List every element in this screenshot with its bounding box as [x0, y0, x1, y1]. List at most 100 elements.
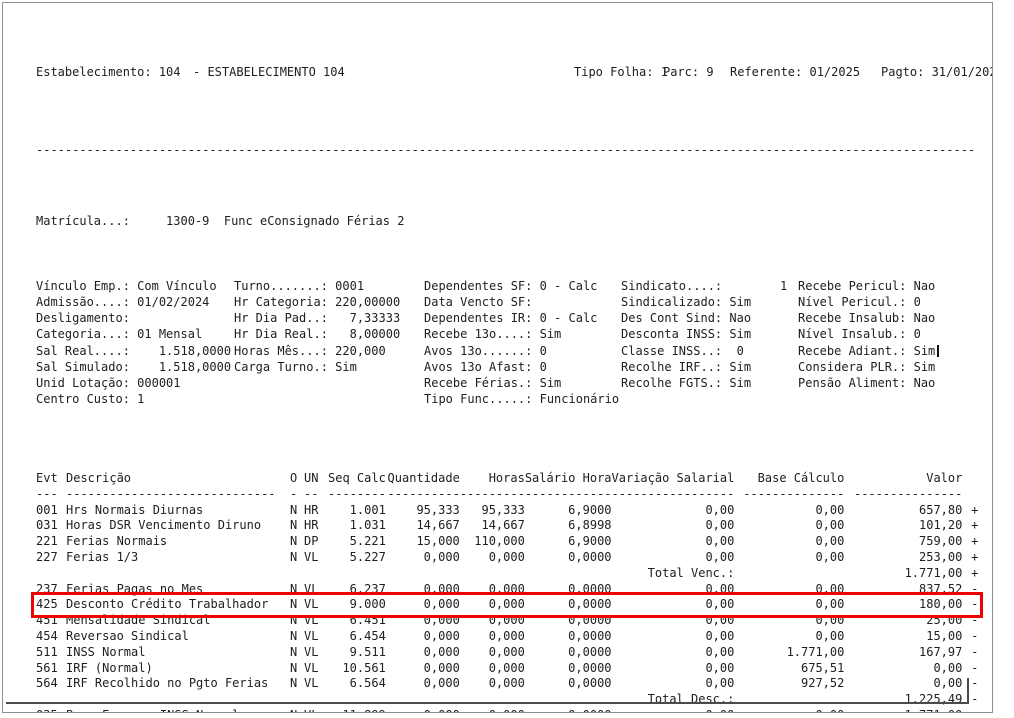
- cell-evt: 001: [36, 502, 58, 517]
- cell-var_sal: 0,00: [705, 502, 735, 517]
- header-horas: Horas: [488, 471, 525, 486]
- dash-o: -: [290, 486, 298, 501]
- header-valor: Valor: [926, 471, 963, 486]
- dash-variacao-salarial: -----------------: [611, 486, 735, 501]
- event-row: 511 INSS Normal N VL 9.511 0,000 0,000 0,0000 0,…: [36, 645, 978, 661]
- cell-desc: INSS Normal: [66, 644, 146, 659]
- cell-desc: Ferias Normais: [66, 534, 168, 549]
- cell-seq: 1.001: [349, 502, 386, 517]
- cell-qtd: 0,000: [423, 550, 460, 565]
- cell-un: HR: [304, 502, 319, 517]
- event-row: 237 Ferias Pagas no Mes N VL 6.237 0,000 0,000…: [36, 582, 978, 598]
- cell-o: N: [290, 644, 298, 659]
- cell-valor: 759,00: [919, 534, 963, 549]
- events-table-body: 001 Hrs Normais Diurnas N HR 1.001 95,333 95,3…: [30, 502, 984, 712]
- cell-seq: 6.237: [349, 581, 386, 596]
- cell-horas: 0,000: [460, 708, 525, 712]
- cell-qtd: 0,000: [423, 597, 460, 612]
- employee-field: Turno.......: 0001: [234, 278, 365, 293]
- cell-base: 675,51: [801, 660, 845, 675]
- cell-sal_hora: 0,0000: [525, 708, 611, 712]
- cell-horas: 110,000: [474, 534, 525, 549]
- cell-horas: 0,000: [488, 629, 525, 644]
- cell-seq: 5.227: [349, 550, 386, 565]
- header-quantidade: Quantidade: [387, 471, 460, 486]
- cell-var_sal: 0,00: [705, 644, 735, 659]
- cell-var_sal: 0,00: [705, 613, 735, 628]
- cell-sign: -: [971, 613, 979, 628]
- cell-var_sal: 0,00: [705, 550, 735, 565]
- dash-base-calculo: --------------: [743, 486, 845, 501]
- cell-sign: +: [971, 534, 979, 549]
- estabelecimento-name: - ESTABELECIMENTO 104: [193, 64, 345, 79]
- cell-desc: IRF Recolhido no Pgto Ferias: [66, 676, 269, 691]
- cell-evt: 561: [36, 660, 58, 675]
- cell-base: 0,00: [815, 629, 845, 644]
- dash-descricao: -----------------------------: [66, 486, 276, 501]
- total-sign: -: [971, 692, 979, 707]
- table-header-row: Evt Descrição O UN Seq Calc Quantidade H…: [36, 471, 978, 487]
- cell-base: 0,00: [815, 502, 845, 517]
- employee-field: Recebe Insalub: Nao: [798, 311, 936, 326]
- cell-qtd: 15,000: [416, 534, 460, 549]
- event-row: 031 Horas DSR Vencimento Diruno N HR 1.031 14…: [36, 518, 978, 534]
- cell-horas: 0,000: [488, 660, 525, 675]
- cell-base: 0,00: [815, 581, 845, 596]
- cell-seq: 5.221: [349, 534, 386, 549]
- cell-horas: 0,000: [488, 597, 525, 612]
- cell-horas: 0,000: [488, 644, 525, 659]
- cell-var_sal: 0,00: [705, 660, 735, 675]
- header-seq-calc: Seq Calc: [328, 471, 386, 486]
- cell-sign: -: [971, 581, 979, 596]
- cell-desc: Hrs Normais Diurnas: [66, 502, 204, 517]
- header-sign: [962, 471, 978, 487]
- events-table: Evt Descrição O UN Seq Calc Quantidade H…: [30, 471, 984, 712]
- dash-seq-calc: --------: [328, 486, 386, 501]
- header-base-calculo: Base Cálculo: [757, 471, 845, 486]
- employee-field: Data Vencto SF:: [424, 295, 533, 310]
- cell-valor: 253,00: [919, 550, 963, 565]
- cell-valor: 15,00: [926, 629, 963, 644]
- cell-o: N: [290, 581, 298, 596]
- cell-seq: 9.511: [349, 644, 386, 659]
- header-salario-hora: Salário Hora: [524, 471, 612, 486]
- cell-desc: Mensalidade Sindical: [66, 613, 211, 628]
- employee-field: Recebe Adiant.: Sim: [798, 343, 992, 359]
- event-row: 227 Ferias 1/3 N VL 5.227 0,000 0,000 0,0000 0,0…: [36, 550, 978, 566]
- employee-field: Recebe Férias.: Sim: [424, 376, 562, 391]
- dash-sign: [962, 487, 978, 503]
- cell-valor: 0,00: [933, 676, 963, 691]
- table-dash-row: --- ----------------------------- - -- -…: [36, 487, 978, 503]
- total-row: Total Venc.: 1.771,00 +: [36, 565, 979, 582]
- payroll-report[interactable]: Estabelecimento: 104 - ESTABELECIMENTO 1…: [3, 3, 992, 712]
- cell-sal_hora: 0,0000: [568, 660, 612, 675]
- event-row: 425 Desconto Crédito Trabalhador N VL 9.000 0…: [30, 592, 984, 619]
- cell-seq: 1.031: [349, 518, 386, 533]
- cell-desc: Horas DSR Vencimento Diruno: [66, 518, 262, 533]
- cell-un: VL: [304, 629, 319, 644]
- event-row: 564 IRF Recolhido no Pgto Ferias N VL 6.564 0…: [36, 676, 978, 692]
- cell-evt: 221: [36, 534, 58, 549]
- cell-base: 0,00: [734, 708, 844, 712]
- employee-field: Avos 13o Afast: 0: [424, 359, 547, 374]
- cell-seq: 11.899: [328, 708, 385, 712]
- employee-field: Desconta INSS: Sim: [621, 327, 752, 342]
- cell-o: N: [290, 613, 298, 628]
- cell-o: N: [290, 708, 304, 712]
- cell-un: VL: [304, 676, 319, 691]
- event-row: 035Base Encargo INSS NormalNVL11.8990,00…: [36, 708, 978, 712]
- cell-sign: -: [971, 629, 979, 644]
- cell-sign: -: [971, 597, 979, 612]
- cell-o: N: [290, 518, 298, 533]
- cell-base: 0,00: [815, 597, 845, 612]
- cell-un: VL: [304, 644, 319, 659]
- cell-sal_hora: 0,0000: [568, 613, 612, 628]
- cell-o: N: [290, 676, 298, 691]
- total-value: 1.771,00: [904, 565, 963, 580]
- cell-valor: 1.771,00: [844, 708, 963, 712]
- cell-qtd: 0,000: [423, 613, 460, 628]
- cell-horas: 0,000: [488, 676, 525, 691]
- employee-field: Sal Real....: 1.518,0000: [36, 343, 232, 358]
- cell-evt: 511: [36, 644, 58, 659]
- employee-field: Nível Insalub.: 0: [798, 327, 921, 342]
